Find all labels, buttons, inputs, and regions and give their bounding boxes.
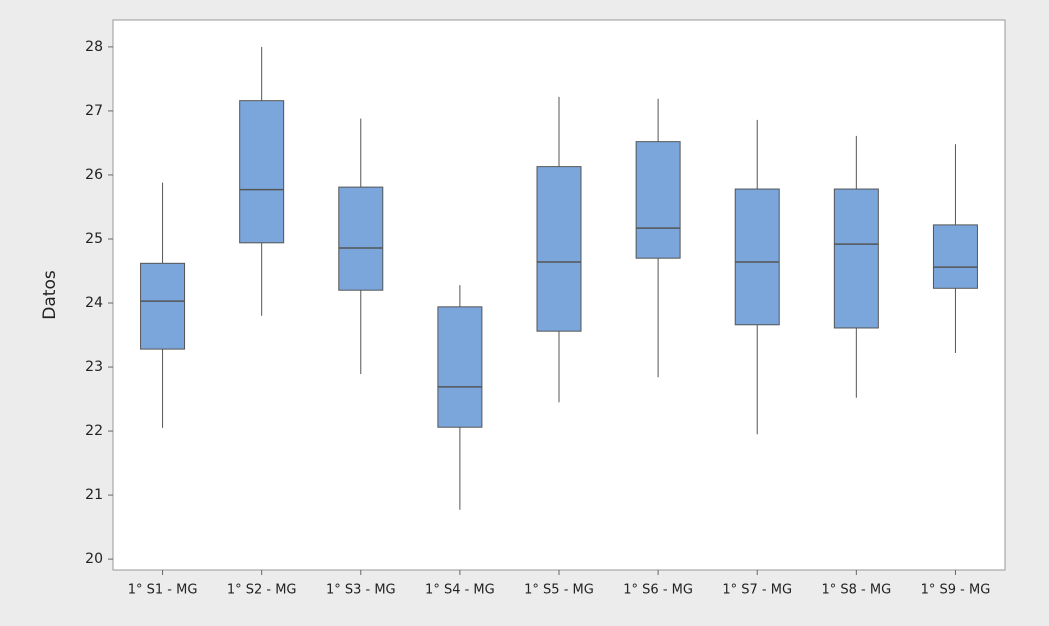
- box: [239, 100, 285, 244]
- x-tick-label: 1° S6 - MG: [623, 583, 693, 598]
- y-tick-label: 22: [85, 423, 103, 439]
- box: [833, 188, 879, 329]
- y-tick-label: 28: [85, 39, 103, 55]
- y-tick-label: 21: [85, 487, 103, 503]
- y-tick-label: 26: [85, 167, 103, 183]
- x-tick-label: 1° S2 - MG: [227, 583, 297, 598]
- y-tick-label: 25: [85, 231, 103, 247]
- box: [635, 141, 681, 259]
- y-tick-label: 24: [85, 295, 103, 311]
- x-tick-label: 1° S7 - MG: [722, 583, 792, 598]
- box: [734, 188, 780, 326]
- x-tick-label: 1° S4 - MG: [425, 583, 495, 598]
- x-tick-label: 1° S3 - MG: [326, 583, 396, 598]
- x-tick-label: 1° S1 - MG: [128, 583, 198, 598]
- y-tick-label: 23: [85, 359, 103, 375]
- x-tick-label: 1° S5 - MG: [524, 583, 594, 598]
- box: [140, 262, 186, 350]
- y-axis-label: Datos: [40, 270, 60, 320]
- x-tick-label: 1° S9 - MG: [921, 583, 991, 598]
- box: [536, 166, 582, 332]
- box: [932, 224, 978, 289]
- x-tick-label: 1° S8 - MG: [821, 583, 891, 598]
- y-tick-label: 27: [85, 103, 103, 119]
- box: [338, 186, 384, 291]
- y-tick-label: 20: [85, 551, 103, 567]
- box: [437, 306, 483, 428]
